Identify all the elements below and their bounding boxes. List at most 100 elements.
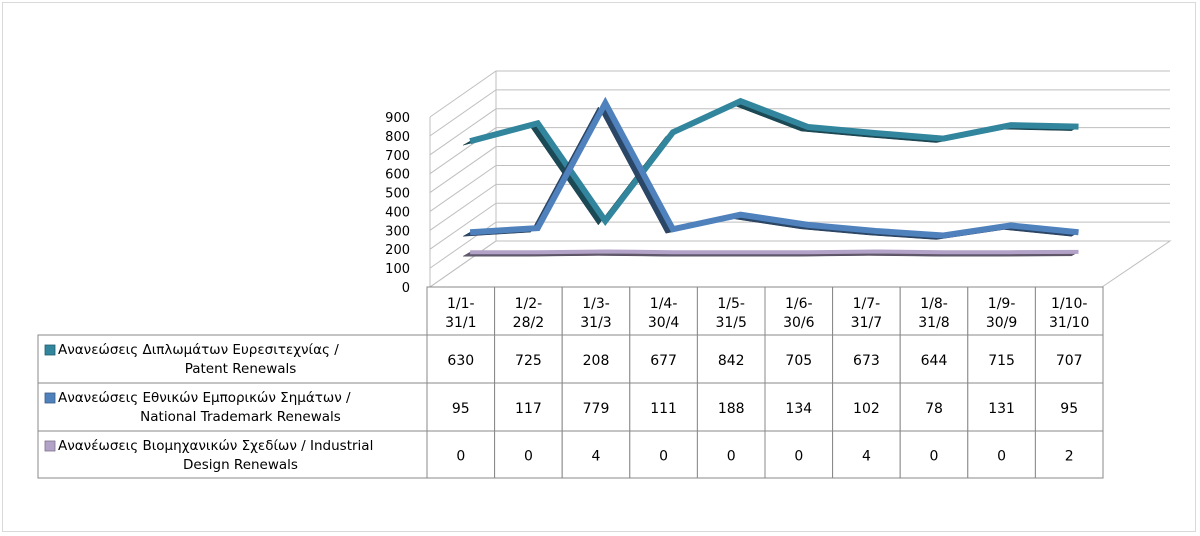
value-cell — [1034, 334, 1104, 384]
data-label: 208 — [583, 353, 610, 369]
series-ribbon-side — [462, 100, 1080, 226]
category-label: 1/3- — [582, 296, 610, 312]
category-label: 31/10 — [1049, 315, 1089, 331]
y-axis-ticks: 0 100 200 300 400 500 600 700 800 900 — [385, 111, 410, 296]
data-label: 95 — [452, 401, 470, 417]
gridline — [429, 164, 1170, 212]
y-tick-label: 100 — [385, 262, 410, 277]
data-label: 4 — [862, 449, 871, 465]
data-label: 78 — [925, 401, 943, 417]
data-label: 644 — [921, 353, 948, 369]
category-label: 31/1 — [445, 315, 476, 331]
value-cell — [764, 334, 834, 384]
category-label: 1/10- — [1051, 296, 1088, 312]
data-label: 725 — [515, 353, 542, 369]
data-label: 705 — [785, 353, 812, 369]
legend-swatch — [44, 440, 56, 452]
category-label: 1/7- — [853, 296, 881, 312]
value-cell — [1034, 430, 1104, 479]
category-label: 31/3 — [580, 315, 611, 331]
series-line — [469, 97, 1079, 227]
series-line — [469, 96, 1079, 239]
data-label: 134 — [785, 401, 812, 417]
data-label: 673 — [853, 353, 880, 369]
value-cell — [899, 430, 969, 479]
gridline — [429, 70, 1170, 118]
category-label: 1/6- — [785, 296, 813, 312]
data-label: 188 — [718, 401, 745, 417]
legend-entry: Ανανεώσεις Εθνικών Εμπορικών Σημάτων / — [58, 390, 351, 406]
legend-swatch — [44, 344, 56, 356]
data-label: 0 — [794, 449, 803, 465]
legend-cell — [37, 382, 428, 432]
data-label: 0 — [997, 449, 1006, 465]
value-cell — [426, 430, 496, 479]
data-label: 779 — [583, 401, 610, 417]
legend-entry: Ανανέωσεις Βιομηχανικών Σχεδίων / Indust… — [58, 438, 373, 454]
category-cell — [967, 286, 1036, 336]
value-cell — [764, 430, 834, 479]
category-cell — [696, 286, 766, 336]
data-label: 715 — [988, 353, 1015, 369]
data-label: 0 — [456, 449, 465, 465]
legend-entry: National Trademark Renewals — [140, 409, 341, 425]
value-cell — [1034, 382, 1104, 432]
series-line — [470, 249, 1079, 255]
data-label: 0 — [727, 449, 736, 465]
category-cell — [764, 286, 834, 336]
value-cell — [629, 430, 698, 479]
category-label: 30/4 — [648, 315, 680, 331]
category-label: 31/8 — [918, 315, 949, 331]
value-cell — [696, 382, 766, 432]
y-tick-label: 200 — [385, 243, 410, 258]
category-label: 1/8- — [920, 296, 948, 312]
data-label: 677 — [650, 353, 677, 369]
gridline — [429, 146, 1170, 193]
category-label: 1/4- — [650, 296, 678, 312]
category-label: 31/5 — [715, 315, 746, 331]
value-cell — [561, 382, 631, 432]
data-label: 117 — [515, 401, 542, 417]
legend-swatch — [44, 392, 56, 404]
legend-entry: Patent Renewals — [185, 361, 297, 377]
y-tick-label: 900 — [385, 111, 410, 126]
y-tick-label: 600 — [385, 168, 410, 183]
category-cell — [899, 286, 969, 336]
value-cell — [561, 334, 631, 384]
data-label: 131 — [988, 401, 1015, 417]
value-cell — [967, 334, 1036, 384]
legend-cell — [37, 430, 428, 479]
value-cell — [899, 334, 969, 384]
value-cell — [494, 430, 563, 479]
value-cell — [426, 334, 496, 384]
category-cell — [629, 286, 698, 336]
y-tick-label: 300 — [385, 224, 410, 239]
value-cell — [494, 334, 563, 384]
legend-cell — [37, 334, 428, 384]
value-cell — [629, 334, 698, 384]
legend-entry: Ανανεώσεις Διπλωμάτων Ευρεσιτεχνίας / — [58, 342, 339, 358]
category-label: 1/9- — [988, 296, 1016, 312]
data-label: 111 — [650, 401, 677, 417]
data-table: 1/1- 31/1 1/2- 28/2 1/3- 31/3 1/4- 30/4 1/5- 31/5… — [37, 286, 1104, 479]
category-label: 30/6 — [783, 315, 815, 331]
data-label: 630 — [447, 353, 474, 369]
data-label: 102 — [853, 401, 880, 417]
category-label: 1/5- — [717, 296, 745, 312]
value-cell — [967, 430, 1036, 479]
value-cell — [832, 334, 901, 384]
data-label: 707 — [1056, 353, 1083, 369]
category-label: 1/1- — [447, 296, 475, 312]
data-label: 0 — [930, 449, 939, 465]
legend-entry: Design Renewals — [183, 457, 298, 473]
value-cell — [629, 382, 698, 432]
data-label: 2 — [1065, 449, 1074, 465]
category-label: 28/2 — [513, 315, 544, 331]
y-tick-label: 0 — [402, 281, 410, 296]
data-label: 842 — [718, 353, 745, 369]
data-label: 0 — [659, 449, 668, 465]
data-label: 4 — [592, 449, 601, 465]
category-label: 1/2- — [515, 296, 543, 312]
